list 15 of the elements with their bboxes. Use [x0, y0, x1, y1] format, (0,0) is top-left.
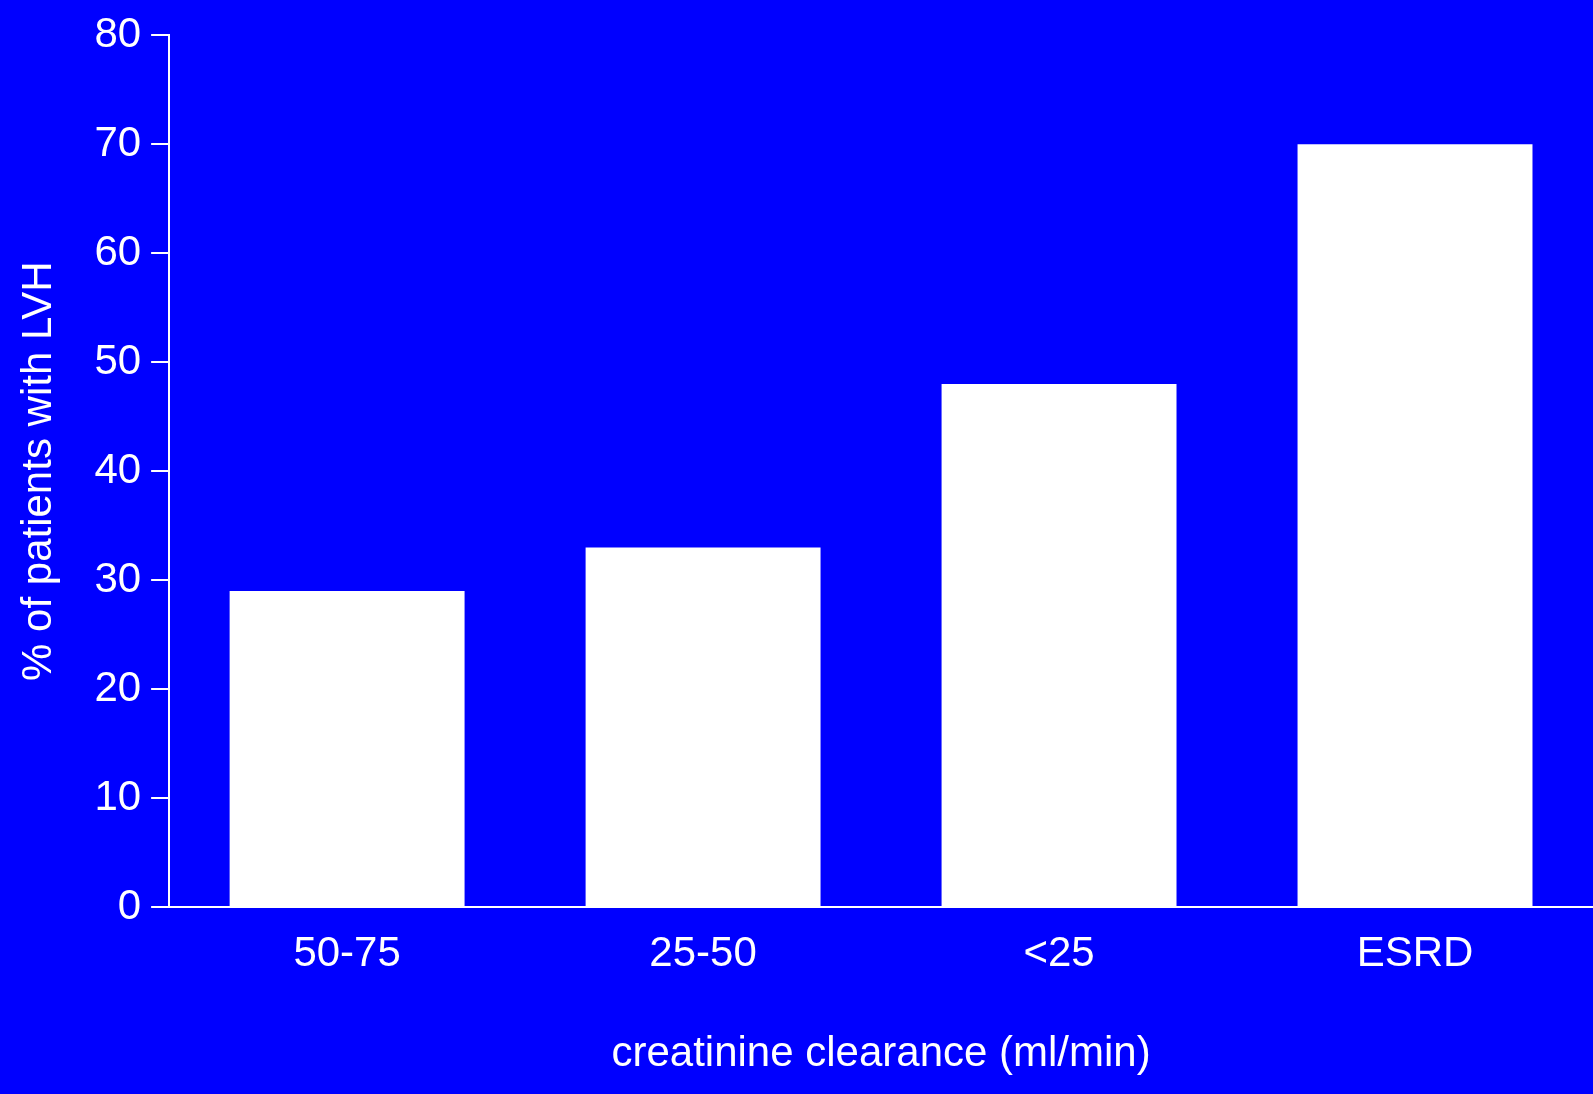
- y-tick-label: 70: [94, 117, 142, 165]
- y-tick-label: 20: [94, 662, 142, 710]
- y-tick-label: 60: [94, 226, 142, 274]
- x-axis-title: creatinine clearance (ml/min): [611, 1028, 1151, 1076]
- y-tick-label: 0: [117, 880, 142, 928]
- x-tick-label: ESRD: [1356, 927, 1474, 975]
- y-tick-label: 40: [94, 444, 142, 492]
- y-tick-label: 80: [94, 8, 142, 56]
- y-tick-label: 30: [94, 553, 142, 601]
- x-tick-label: 25-50: [649, 927, 757, 975]
- x-tick-label: <25: [1023, 927, 1095, 975]
- y-tick-label: 50: [94, 335, 142, 383]
- y-tick-label: 10: [94, 771, 142, 819]
- x-tick-label: 50-75: [293, 927, 401, 975]
- y-axis-title: % of patients with LVH: [12, 261, 60, 681]
